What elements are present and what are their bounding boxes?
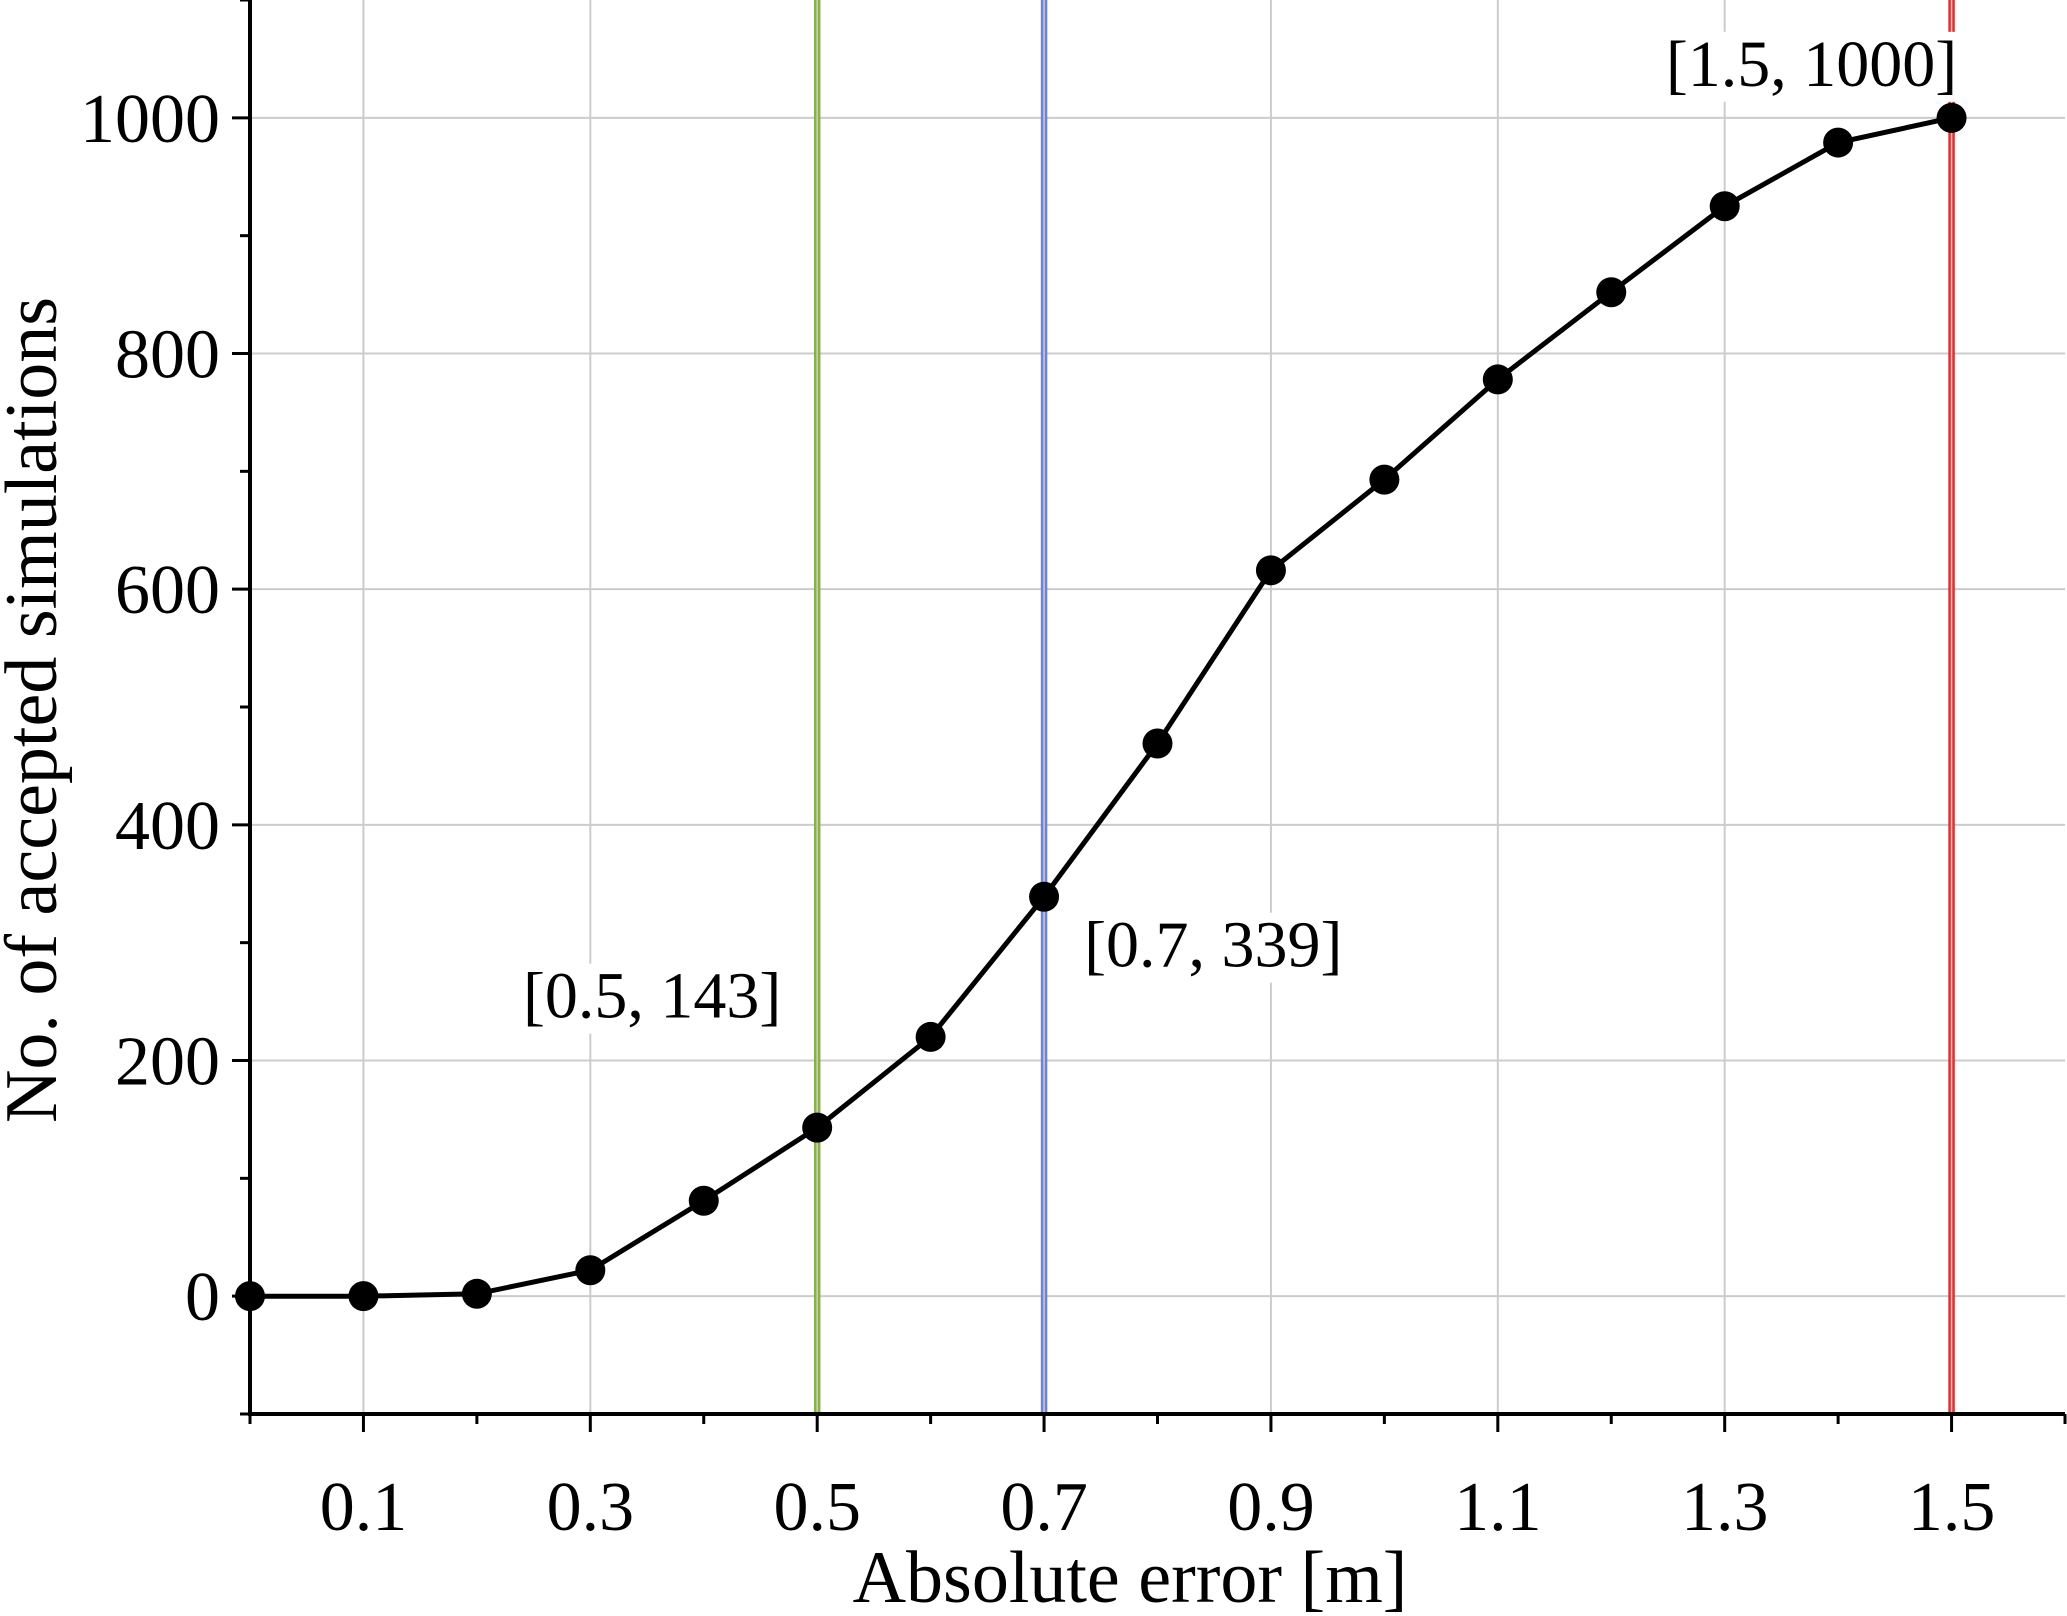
annotation-label: [0.5, 143] bbox=[523, 960, 781, 1033]
series-layer bbox=[235, 102, 1967, 1312]
y-tick-label: 400 bbox=[115, 788, 220, 865]
data-point bbox=[1142, 728, 1173, 759]
data-point bbox=[348, 1281, 379, 1312]
data-point bbox=[575, 1255, 606, 1286]
annotation-background bbox=[1074, 912, 1395, 983]
y-tick-label: 0 bbox=[185, 1259, 220, 1336]
annotation-background bbox=[1636, 31, 1987, 102]
threshold-lines bbox=[813, 0, 1955, 1414]
x-tick-label: 1.5 bbox=[1908, 1469, 1996, 1546]
data-point bbox=[1596, 277, 1627, 308]
x-tick-label: 1.1 bbox=[1454, 1469, 1542, 1546]
annotations: [0.5, 143] [0.7, 339] [1.5, 1000] bbox=[492, 28, 1987, 1034]
annotation-label: [0.7, 339] bbox=[1084, 909, 1342, 982]
x-tick-label: 0.5 bbox=[773, 1469, 861, 1546]
data-point bbox=[1029, 881, 1060, 912]
x-tick-label: 0.1 bbox=[320, 1469, 408, 1546]
y-tick-label: 600 bbox=[115, 552, 220, 629]
plot-frame bbox=[248, 0, 2065, 1416]
y-axis-title: No. of accepted simulations bbox=[0, 297, 73, 1123]
data-point bbox=[1709, 191, 1740, 222]
x-tick-label: 0.3 bbox=[547, 1469, 635, 1546]
grid bbox=[250, 0, 2065, 1414]
data-point bbox=[1255, 555, 1286, 586]
y-tick-label: 200 bbox=[115, 1024, 220, 1101]
y-tick-label: 800 bbox=[115, 317, 220, 394]
y-tick-label: 1000 bbox=[80, 81, 220, 158]
x-tick-label: 0.9 bbox=[1227, 1469, 1315, 1546]
data-point bbox=[1936, 102, 1967, 133]
data-point bbox=[1823, 127, 1854, 158]
x-axis-title: Absolute error [m] bbox=[853, 1537, 1408, 1616]
data-point bbox=[802, 1112, 833, 1143]
x-tick-label: 0.7 bbox=[1000, 1469, 1088, 1546]
data-point bbox=[1369, 464, 1400, 495]
data-point bbox=[915, 1021, 946, 1052]
annotation-label: [1.5, 1000] bbox=[1666, 28, 1957, 101]
annotation-background bbox=[492, 963, 813, 1034]
data-point bbox=[688, 1185, 719, 1216]
x-tick-label: 1.3 bbox=[1681, 1469, 1769, 1546]
axis-ticks: 0.1 0.3 0.5 0.7 0.9 1.1 1.3 1.5 0 200 400 600 800 100… bbox=[80, 0, 2067, 1546]
data-point bbox=[461, 1278, 492, 1309]
data-point bbox=[1482, 364, 1513, 395]
series-line bbox=[250, 115, 1953, 1299]
